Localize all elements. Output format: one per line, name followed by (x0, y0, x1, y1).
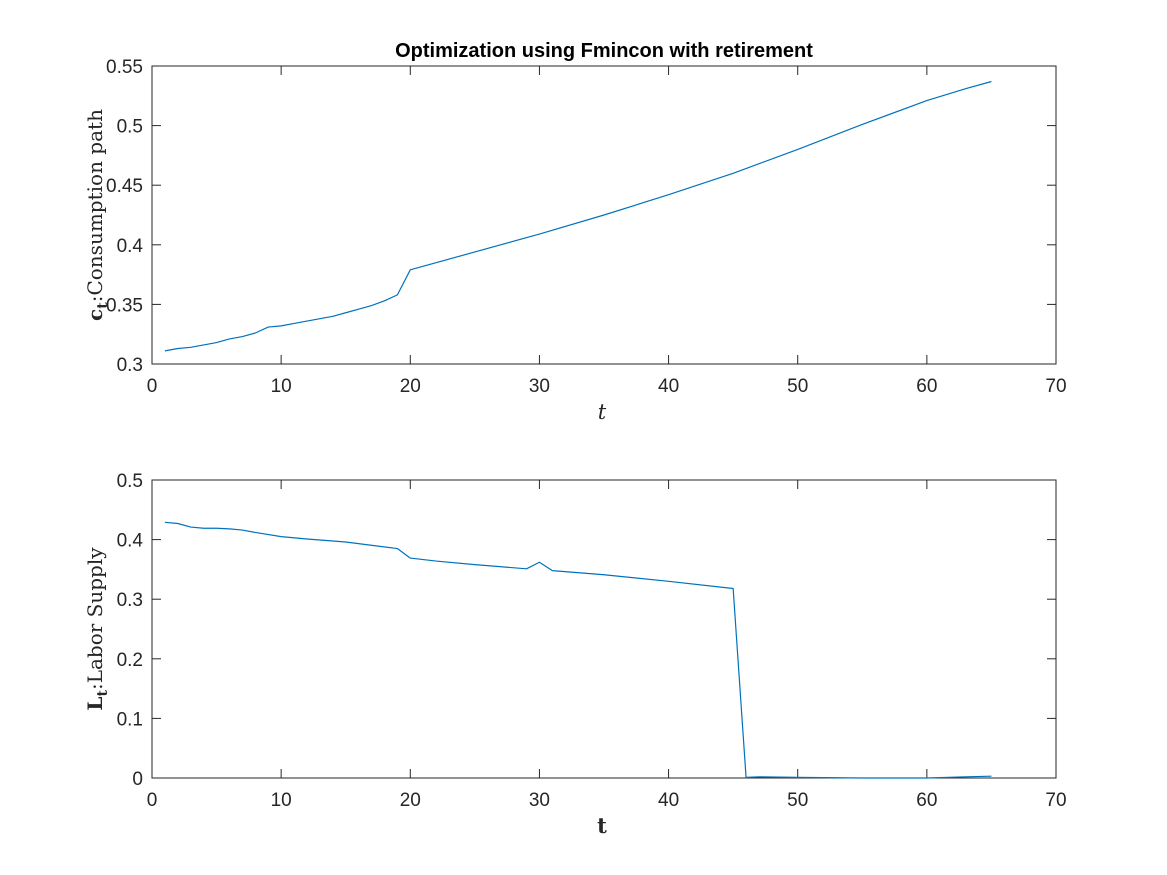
x-tick-label: 0 (147, 790, 158, 811)
x-tick-label: 10 (271, 790, 292, 811)
x-tick-label: 50 (787, 376, 808, 397)
y-axis-label-text: Lt:Labor Supply (83, 547, 111, 711)
y-tick-label: 0 (132, 769, 143, 790)
x-tick-label: 70 (1045, 376, 1066, 397)
x-tick-label: 10 (271, 376, 292, 397)
y-tick-label: 0.1 (117, 709, 143, 730)
series-line (164, 521, 992, 779)
x-tick-label: 20 (400, 790, 421, 811)
y-axis-label-symbol: L (83, 697, 107, 711)
y-tick-label: 0.3 (117, 355, 143, 376)
x-tick-label: 30 (529, 790, 550, 811)
y-tick-label: 0.45 (106, 176, 143, 197)
y-axis-label-subscript: t (95, 690, 111, 697)
y-axis-label-symbol: c (83, 309, 107, 321)
x-tick-label: 60 (916, 790, 937, 811)
x-tick-label: 70 (1045, 790, 1066, 811)
y-tick-label: 0.2 (117, 650, 143, 671)
y-tick-label: 0.35 (106, 295, 143, 316)
y-tick-label: 0.3 (117, 590, 143, 611)
y-axis-label: ct:Consumption path (83, 109, 111, 321)
y-axis-label: Lt:Labor Supply (83, 547, 111, 711)
y-axis-label-text: ct:Consumption path (83, 109, 111, 321)
x-axis-label: t (598, 400, 607, 424)
x-tick-label: 40 (658, 376, 679, 397)
x-tick-label: 50 (787, 790, 808, 811)
y-tick-label: 0.5 (117, 471, 143, 492)
y-tick-label: 0.4 (117, 236, 144, 257)
x-axis-label: t (597, 813, 607, 838)
y-axis-label-rest: :Labor Supply (83, 547, 107, 690)
y-axis-label-subscript: t (95, 302, 111, 309)
y-axis-label-rest: :Consumption path (83, 109, 107, 302)
x-tick-label: 40 (658, 790, 679, 811)
x-tick-label: 20 (400, 376, 421, 397)
x-tick-label: 0 (147, 376, 158, 397)
series-line (164, 80, 992, 352)
labor-supply-subplot: Lt:Labor Supply t 0 10 20 30 40 50 60 7000.10.2… (83, 471, 1067, 838)
y-tick-label: 0.5 (117, 117, 143, 138)
consumption-subplot: Optimization using Fmincon with retireme… (83, 40, 1067, 424)
x-tick-label: 30 (529, 376, 550, 397)
y-tick-label: 0.55 (106, 57, 143, 78)
axes-box (151, 479, 1057, 779)
axes-box (151, 65, 1057, 365)
x-tick-label: 60 (916, 376, 937, 397)
chart-title: Optimization using Fmincon with retireme… (395, 40, 813, 62)
y-tick-label: 0.4 (117, 531, 144, 552)
